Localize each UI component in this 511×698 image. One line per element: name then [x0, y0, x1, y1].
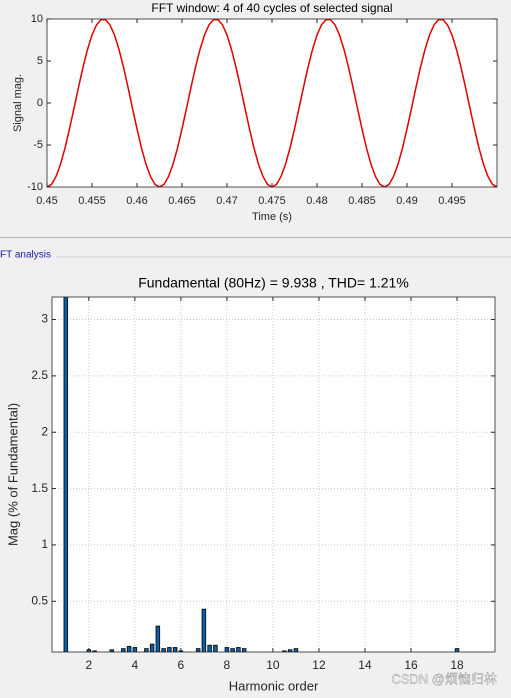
- y-tick-label: 2.5: [31, 368, 48, 382]
- x-tick-label: 0.49: [396, 195, 417, 207]
- y-tick-label: -10: [27, 181, 43, 193]
- x-tick-label: 0.485: [348, 195, 376, 207]
- x-tick-label: 16: [404, 658, 418, 672]
- panel-label: FT analysis: [0, 250, 51, 261]
- y-tick-label: 1.5: [31, 481, 48, 495]
- bar: [213, 644, 218, 652]
- x-axis-label: Time (s): [252, 211, 292, 223]
- x-tick-label: 0.475: [258, 195, 286, 207]
- y-tick-label: 1: [41, 537, 48, 551]
- bar: [172, 647, 178, 652]
- x-tick-label: 6: [178, 658, 185, 672]
- x-tick-label: 0.455: [78, 195, 106, 207]
- y-tick-label: 2: [41, 424, 48, 438]
- x-tick-label: 0.46: [126, 195, 147, 207]
- bar: [236, 647, 241, 652]
- bar: [121, 648, 126, 652]
- bar: [86, 649, 92, 652]
- chart-title: Fundamental (80Hz) = 9.938 , THD= 1.21%: [138, 275, 409, 291]
- bar: [63, 297, 69, 652]
- x-axis-label: Harmonic order: [229, 678, 319, 693]
- y-axis-label: Signal mag.: [12, 74, 24, 132]
- axes-box: [46, 18, 498, 188]
- bar: [144, 648, 149, 652]
- bar: [109, 649, 115, 652]
- axes-box: [51, 296, 496, 653]
- bar: [126, 645, 132, 652]
- x-tick-label: 4: [132, 658, 139, 672]
- bar: [167, 647, 172, 652]
- bar: [201, 608, 207, 652]
- plot-area: [52, 297, 495, 652]
- y-tick-label: 5: [37, 55, 43, 67]
- bar: [132, 647, 138, 652]
- x-tick-label: 2: [85, 658, 92, 672]
- bar: [224, 647, 230, 652]
- y-tick-label: 3: [41, 312, 48, 326]
- watermark: CSDN @烦恼归林: [391, 671, 497, 686]
- x-tick-label: 0.45: [36, 195, 57, 207]
- x-tick-label: 12: [312, 658, 326, 672]
- plot-marks: [47, 19, 497, 187]
- bar: [195, 648, 201, 652]
- x-tick-label: 10: [266, 658, 280, 672]
- plot-marks: [63, 297, 460, 652]
- x-tick-label: 14: [358, 658, 372, 672]
- bar: [155, 625, 161, 652]
- bar: [241, 648, 247, 652]
- bar: [149, 643, 155, 652]
- y-axis-label: Mag (% of Fundamental): [5, 403, 20, 546]
- x-tick-label: 8: [224, 658, 231, 672]
- y-tick-label: 0.5: [31, 593, 48, 607]
- x-tick-label: 0.47: [216, 195, 237, 207]
- chart-title: FFT window: 4 of 40 cycles of selected s…: [151, 1, 392, 15]
- y-tick-label: -5: [33, 139, 43, 151]
- x-tick-label: 0.495: [438, 195, 466, 207]
- bar: [293, 648, 299, 652]
- x-tick-label: 18: [450, 658, 464, 672]
- bar: [230, 648, 235, 652]
- plot-area: [47, 19, 497, 187]
- bar: [287, 649, 293, 652]
- y-tick-label: 0: [37, 97, 43, 109]
- signal-line: [47, 19, 497, 187]
- y-tick-label: 10: [31, 13, 43, 25]
- bar: [454, 648, 460, 652]
- x-tick-label: 0.48: [306, 195, 327, 207]
- x-tick-label: 0.465: [168, 195, 196, 207]
- bar: [161, 648, 166, 652]
- bar: [207, 644, 212, 652]
